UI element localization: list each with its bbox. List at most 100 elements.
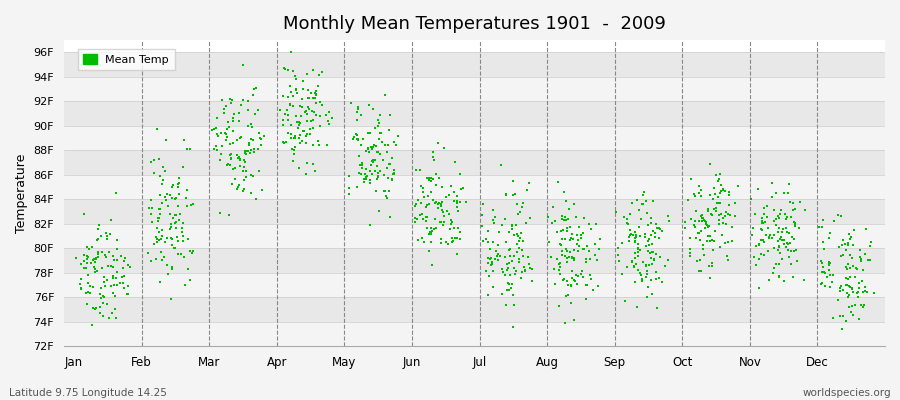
Point [826, 272, 841, 278]
Point [88, 256, 103, 262]
Point [481, 260, 495, 266]
Point [382, 160, 396, 167]
Point [511, 233, 526, 239]
Point [717, 188, 732, 194]
Point [104, 283, 118, 289]
Point [814, 280, 829, 286]
Point [284, 131, 299, 137]
Point [572, 243, 586, 249]
Point [163, 224, 177, 230]
Point [815, 217, 830, 224]
Point [313, 98, 328, 105]
Point [722, 202, 736, 208]
Title: Monthly Mean Temperatures 1901  -  2009: Monthly Mean Temperatures 1901 - 2009 [283, 15, 666, 33]
Point [224, 155, 238, 161]
Point [454, 186, 468, 192]
Point [576, 230, 590, 236]
Point [353, 161, 367, 168]
Point [554, 247, 569, 254]
Point [525, 277, 539, 284]
Point [346, 134, 361, 140]
Point [570, 281, 584, 287]
Point [558, 214, 572, 220]
Point [408, 203, 422, 210]
Point [836, 312, 850, 319]
Point [415, 234, 429, 241]
Point [619, 220, 634, 226]
Point [84, 290, 98, 296]
Point [626, 200, 640, 206]
Point [100, 236, 114, 242]
Point [523, 215, 537, 221]
Point [91, 236, 105, 242]
Point [371, 172, 385, 179]
Point [103, 231, 117, 237]
Point [306, 94, 320, 101]
Point [428, 171, 443, 177]
Point [767, 232, 781, 238]
Point [559, 246, 573, 252]
Point [411, 236, 426, 243]
Point [757, 211, 771, 217]
Point [238, 150, 252, 156]
Point [692, 190, 706, 196]
Point [691, 230, 706, 236]
Point [582, 221, 597, 227]
Point [385, 176, 400, 182]
Point [86, 305, 100, 312]
Point [716, 220, 730, 227]
Point [306, 142, 320, 148]
Point [372, 136, 386, 142]
Point [683, 246, 698, 252]
Point [844, 309, 859, 315]
Point [435, 184, 449, 190]
Point [591, 246, 606, 252]
Point [440, 208, 454, 214]
Point [490, 248, 504, 254]
Point [219, 103, 233, 109]
Point [491, 242, 506, 248]
Point [439, 194, 454, 200]
Point [710, 200, 724, 206]
Point [855, 267, 869, 273]
Point [109, 189, 123, 196]
Point [555, 236, 570, 242]
Point [310, 82, 325, 89]
Point [504, 284, 518, 291]
Point [852, 246, 867, 253]
Point [348, 131, 363, 137]
Point [287, 73, 302, 79]
Point [842, 260, 856, 267]
Point [232, 154, 247, 160]
Point [638, 230, 652, 237]
Point [86, 256, 101, 262]
Point [753, 251, 768, 257]
Point [96, 274, 111, 280]
Point [310, 91, 324, 98]
Point [384, 177, 399, 184]
Point [364, 144, 378, 150]
Point [541, 214, 555, 220]
Point [428, 226, 442, 232]
Point [172, 191, 186, 198]
Point [121, 262, 135, 268]
Point [148, 157, 162, 163]
Point [301, 86, 315, 93]
Point [645, 228, 660, 234]
Point [155, 200, 169, 206]
Bar [64, 52, 885, 77]
Point [552, 302, 566, 309]
Point [247, 92, 261, 98]
Point [434, 219, 448, 226]
Point [749, 262, 763, 268]
Point [275, 138, 290, 145]
Point [580, 242, 594, 249]
Point [705, 212, 719, 219]
Point [644, 255, 659, 262]
Point [759, 232, 773, 238]
Point [781, 247, 796, 253]
Point [372, 120, 386, 127]
Point [623, 210, 637, 217]
Point [714, 182, 728, 188]
Point [436, 145, 451, 152]
